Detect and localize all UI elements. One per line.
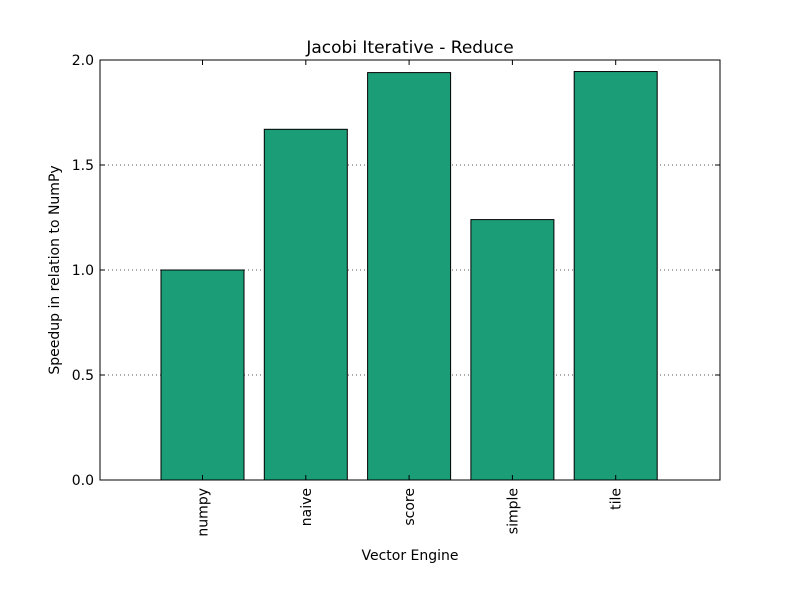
x-axis-label: Vector Engine (361, 548, 458, 564)
plot-frame (99, 59, 721, 481)
y-tick-label: 0.0 (72, 473, 94, 489)
x-tick-label-score: score (402, 488, 418, 526)
x-tick-label-naive: naive (299, 488, 315, 526)
chart-title: Jacobi Iterative - Reduce (305, 38, 513, 58)
axis-ticks: 0.0 0.5 1.0 1.5 2.0 numpy naive score simple tile (72, 53, 720, 537)
y-tick-label: 0.5 (72, 368, 94, 384)
y-tick-label: 1.0 (72, 263, 94, 279)
bar-score (367, 72, 452, 481)
x-tick-label-simple: simple (505, 488, 521, 534)
x-tick-label-tile: tile (609, 488, 625, 510)
y-tick-label: 1.5 (72, 158, 94, 174)
x-tick-label-numpy: numpy (196, 488, 212, 537)
y-axis-label: Speedup in relation to NumPy (47, 165, 63, 374)
bar-naive (263, 128, 348, 481)
bar-simple (470, 219, 555, 481)
bar-numpy (160, 269, 245, 481)
bar-tile (573, 71, 658, 481)
y-tick-label: 2.0 (72, 53, 94, 69)
bars (160, 71, 658, 481)
